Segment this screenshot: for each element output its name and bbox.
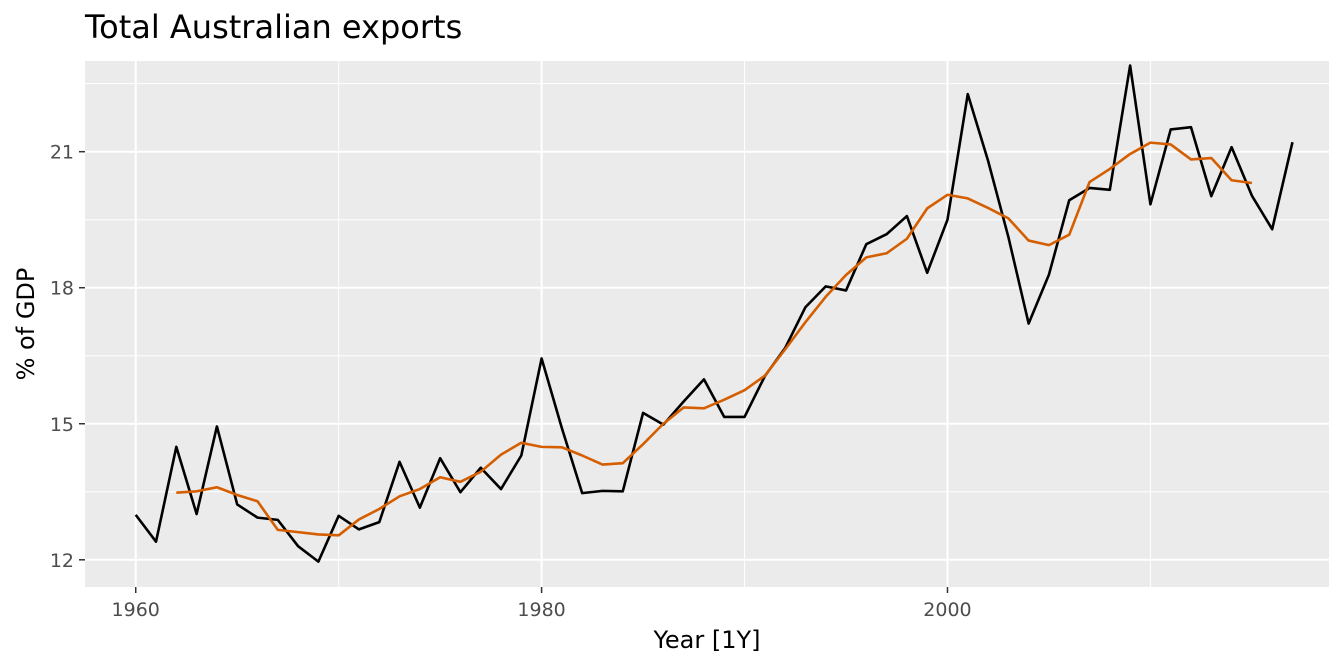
y-tick-label: 15 <box>50 414 74 436</box>
x-tick-label: 2000 <box>923 599 971 621</box>
series-lines <box>134 64 1294 563</box>
y-axis: 12 15 18 21 <box>50 142 85 572</box>
y-tick-label: 21 <box>50 142 74 164</box>
x-axis-title: Year [1Y] <box>652 626 760 654</box>
plot-panel <box>85 61 1329 587</box>
y-tick-label: 12 <box>50 550 74 572</box>
y-tick-label: 18 <box>50 278 74 300</box>
x-tick-label: 1980 <box>517 599 565 621</box>
chart-title: Total Australian exports <box>84 8 462 46</box>
y-axis-title: % of GDP <box>12 268 40 381</box>
series-line-2 <box>176 141 1253 537</box>
series-line-1 <box>134 64 1294 563</box>
x-tick-label: 1960 <box>112 599 160 621</box>
x-axis: 1960 1980 2000 <box>112 587 972 621</box>
gridlines <box>85 61 1329 587</box>
